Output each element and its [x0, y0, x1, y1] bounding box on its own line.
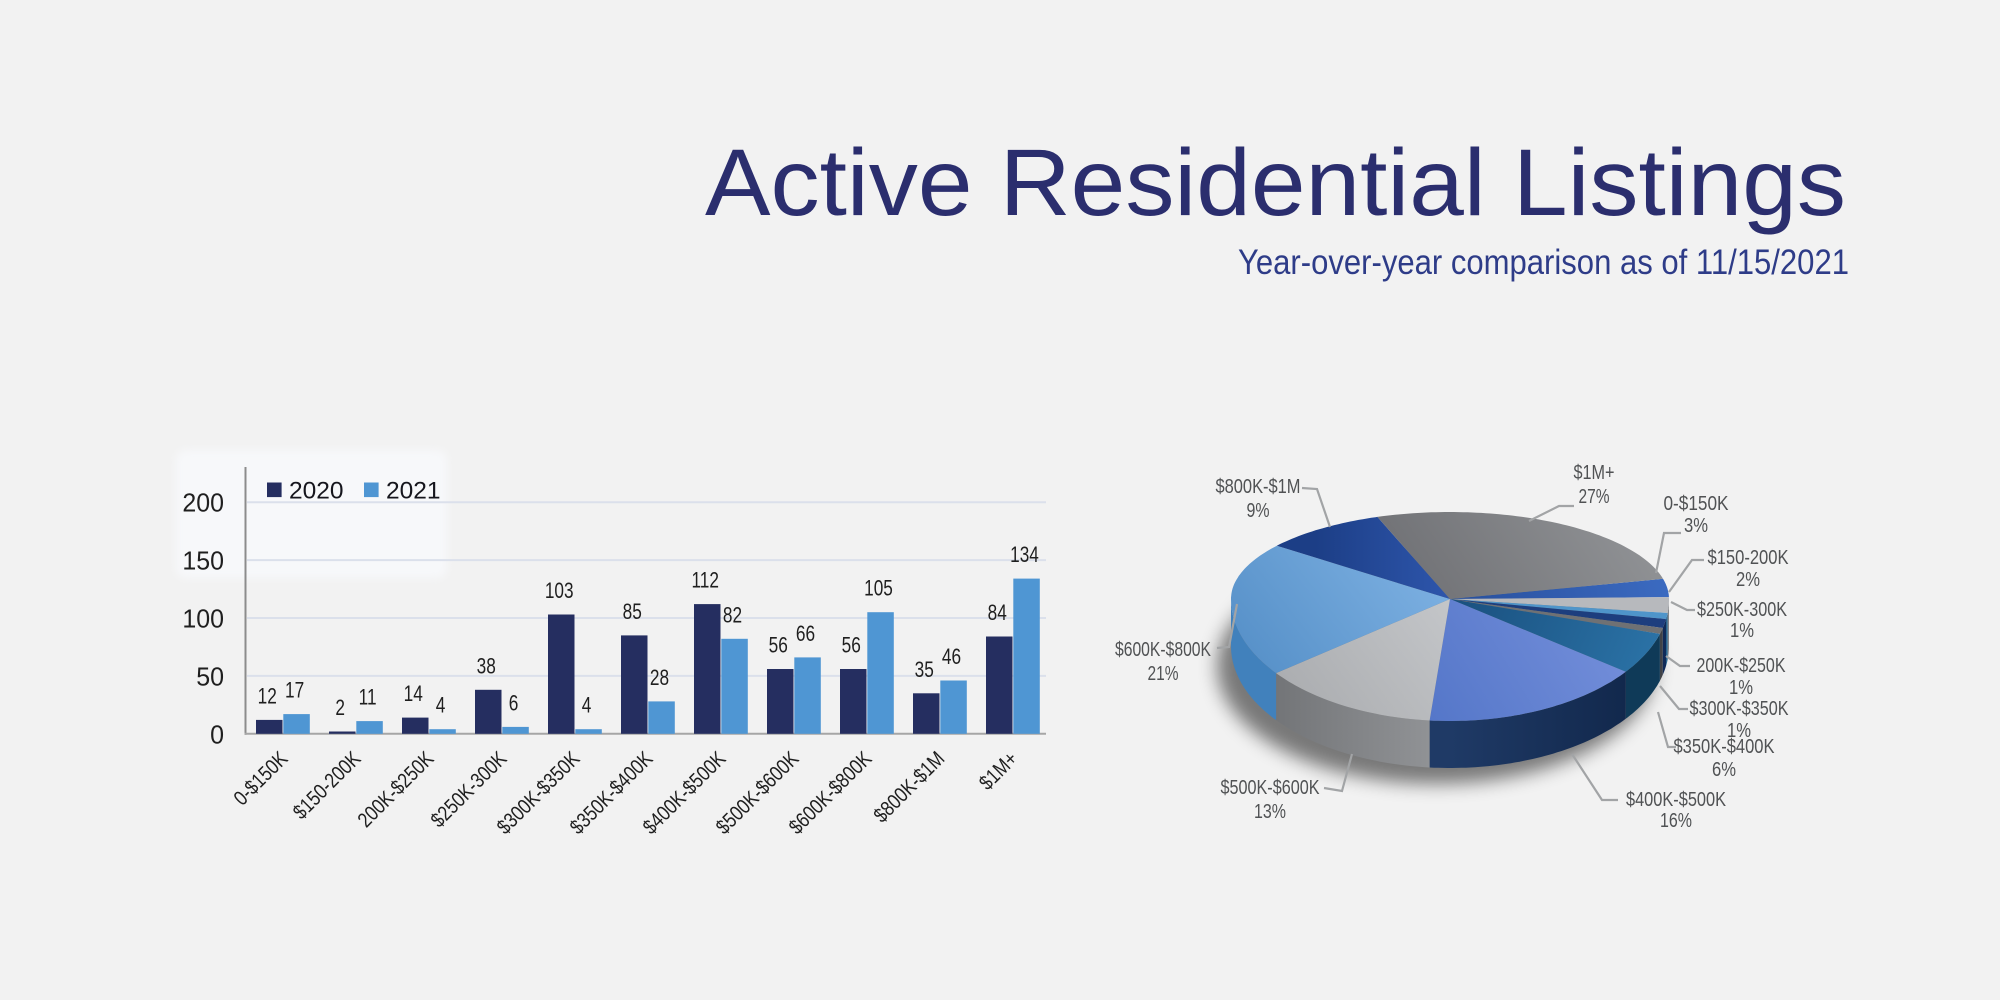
svg-text:2021: 2021 — [386, 478, 441, 505]
svg-text:12: 12 — [258, 683, 277, 708]
svg-text:$500K-$600K: $500K-$600K — [1221, 777, 1321, 799]
svg-text:4: 4 — [436, 693, 446, 718]
svg-text:28: 28 — [650, 665, 669, 690]
svg-text:35: 35 — [915, 657, 934, 682]
svg-text:$250K-300K: $250K-300K — [1697, 599, 1788, 621]
svg-text:21%: 21% — [1148, 663, 1179, 685]
svg-text:$600K-$800K: $600K-$800K — [1115, 639, 1212, 661]
svg-text:$400K-$500K: $400K-$500K — [1626, 789, 1727, 811]
svg-text:6%: 6% — [1712, 759, 1736, 781]
svg-text:9%: 9% — [1247, 500, 1270, 522]
svg-text:Year-over-year comparison as o: Year-over-year comparison as of 11/15/20… — [1238, 243, 1849, 282]
svg-text:1%: 1% — [1727, 720, 1751, 742]
svg-text:50: 50 — [196, 661, 224, 691]
svg-text:27%: 27% — [1579, 486, 1610, 508]
svg-text:56: 56 — [842, 633, 861, 658]
svg-text:2%: 2% — [1736, 569, 1760, 591]
svg-text:$800K-$1M: $800K-$1M — [1216, 476, 1301, 498]
svg-text:84: 84 — [988, 600, 1007, 625]
svg-text:$150-200K: $150-200K — [1708, 547, 1790, 569]
svg-text:$300K-$350K: $300K-$350K — [1690, 698, 1790, 720]
svg-text:4: 4 — [582, 693, 592, 718]
svg-text:66: 66 — [796, 621, 815, 646]
svg-text:100: 100 — [182, 604, 224, 634]
svg-text:3%: 3% — [1684, 515, 1708, 537]
svg-text:82: 82 — [723, 602, 742, 627]
svg-text:1%: 1% — [1730, 620, 1754, 642]
svg-text:200K-$250K: 200K-$250K — [1697, 655, 1787, 677]
svg-text:1%: 1% — [1729, 677, 1753, 699]
svg-text:16%: 16% — [1660, 810, 1692, 832]
svg-text:2020: 2020 — [289, 478, 344, 505]
svg-text:Active Residential Listings: Active Residential Listings — [705, 130, 1846, 236]
svg-text:200: 200 — [182, 488, 224, 518]
svg-text:17: 17 — [285, 678, 304, 703]
svg-text:0-$150K: 0-$150K — [1664, 493, 1730, 515]
svg-text:46: 46 — [942, 644, 961, 669]
svg-text:11: 11 — [359, 685, 377, 710]
svg-text:150: 150 — [182, 546, 224, 576]
svg-text:$350K-$400K: $350K-$400K — [1674, 736, 1776, 758]
svg-text:14: 14 — [404, 681, 423, 706]
svg-text:13%: 13% — [1254, 801, 1286, 823]
svg-text:103: 103 — [545, 578, 574, 603]
svg-text:$1M+: $1M+ — [1574, 462, 1615, 484]
svg-text:38: 38 — [477, 653, 496, 678]
svg-text:2: 2 — [335, 695, 345, 720]
svg-text:56: 56 — [769, 633, 788, 658]
svg-text:0: 0 — [210, 719, 224, 749]
svg-text:105: 105 — [864, 576, 893, 601]
svg-text:85: 85 — [623, 599, 642, 624]
svg-text:6: 6 — [509, 690, 519, 715]
svg-text:134: 134 — [1010, 542, 1039, 567]
svg-text:112: 112 — [691, 568, 719, 593]
